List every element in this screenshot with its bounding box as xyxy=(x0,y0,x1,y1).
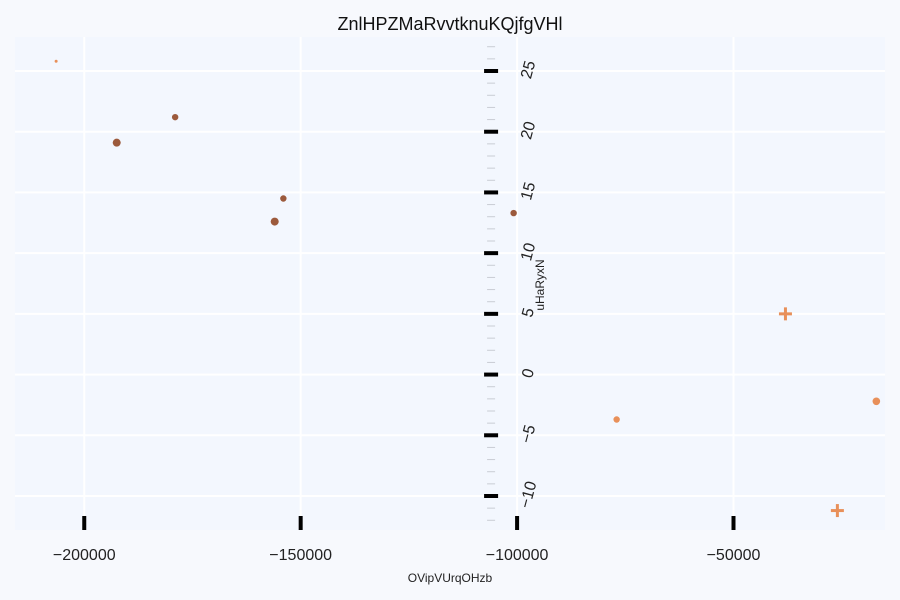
data-point xyxy=(280,195,287,202)
data-point xyxy=(510,209,517,217)
x-axis-label: OVipVUrqOHzb xyxy=(408,571,493,585)
y-tick-label: −5 xyxy=(518,423,539,445)
x-tick-label: −200000 xyxy=(53,547,116,564)
y-tick-label: 10 xyxy=(518,241,539,263)
data-point xyxy=(54,59,58,63)
y-tick-label: 0 xyxy=(519,367,538,380)
y-tick-label: −10 xyxy=(517,479,540,510)
chart-title: ZnlHPZMaRvvtknuKQjfgVHl xyxy=(337,14,562,34)
y-axis: −10 −5 0 5 10 15 20 25 xyxy=(484,46,540,521)
x-axis: −200000 −150000 −100000 −50000 xyxy=(53,516,761,564)
y-tick-label: 5 xyxy=(519,306,538,319)
x-tick-label: −150000 xyxy=(269,547,332,564)
y-axis-label: uHaRyxN xyxy=(533,259,547,310)
grid-lines xyxy=(15,37,885,530)
data-point xyxy=(872,397,881,406)
y-tick-label: 15 xyxy=(518,180,539,202)
y-tick-label: 20 xyxy=(518,120,539,142)
data-point xyxy=(778,307,792,321)
data-point xyxy=(613,416,620,423)
y-tick-label: 25 xyxy=(518,59,539,81)
data-point xyxy=(171,113,179,121)
x-tick-label: −100000 xyxy=(486,547,549,564)
data-point xyxy=(112,138,121,147)
x-tick-label: −50000 xyxy=(707,547,761,564)
data-points xyxy=(54,59,881,518)
data-point xyxy=(830,504,844,518)
data-point xyxy=(270,217,279,226)
plot-area xyxy=(15,37,885,530)
